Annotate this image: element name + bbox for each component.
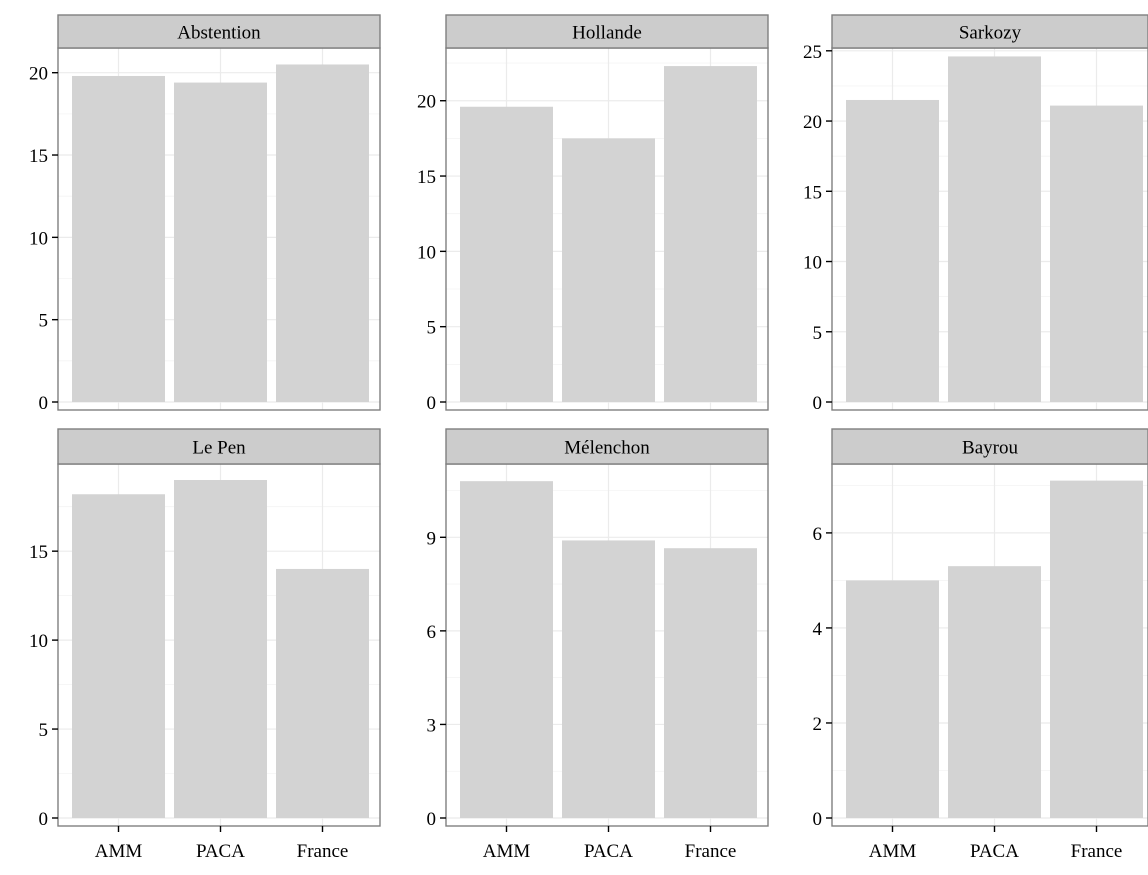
x-tick-label-paca: PACA <box>196 841 245 862</box>
x-tick-label-france: France <box>297 841 349 862</box>
bar-hollande-paca <box>562 138 655 402</box>
strip-background <box>57 14 381 49</box>
bar-abstention-paca <box>174 82 267 402</box>
y-tick-label: 10 <box>803 253 822 274</box>
bar-sarkozy-amm <box>846 99 939 402</box>
y-tick-label: 15 <box>29 146 48 167</box>
y-tick-label: 20 <box>803 112 822 133</box>
panel-abstention: Abstention 0 5 10 15 20 <box>29 14 381 414</box>
y-tick-label: 0 <box>427 809 437 830</box>
y-tick-label: 0 <box>39 809 49 830</box>
y-tick-label: 0 <box>813 809 823 830</box>
bar-le-pen-paca <box>174 480 267 818</box>
y-tick-label: 10 <box>29 631 48 652</box>
panel-title: Sarkozy <box>959 23 1022 44</box>
y-tick-label: 5 <box>813 323 823 344</box>
bar-sarkozy-paca <box>948 56 1041 403</box>
bar-hollande-amm <box>460 106 553 403</box>
y-tick-label: 6 <box>427 622 437 643</box>
y-tick-label: 5 <box>39 311 49 332</box>
y-tick-label: 20 <box>417 92 436 113</box>
y-tick-label: 15 <box>803 182 822 203</box>
y-tick-label: 0 <box>39 393 49 414</box>
panel-title: Hollande <box>572 23 642 44</box>
bar-melenchon-paca <box>562 540 655 818</box>
x-tick-label-paca: PACA <box>970 841 1019 862</box>
y-tick-label: 25 <box>803 42 822 63</box>
bar-hollande-france <box>664 66 757 402</box>
strip-background <box>57 428 381 465</box>
y-tick-label: 6 <box>813 524 823 545</box>
bar-melenchon-amm <box>460 481 553 818</box>
y-tick-label: 10 <box>417 242 436 263</box>
panel-bayrou: Bayrou 0 2 4 6 AMM PACA France <box>813 428 1148 862</box>
y-tick-label: 5 <box>39 720 49 741</box>
y-tick-label: 3 <box>427 715 437 736</box>
x-tick-label-paca: PACA <box>584 841 633 862</box>
bar-abstention-france <box>276 64 369 402</box>
panel-title: Abstention <box>177 23 261 44</box>
strip-background <box>445 428 769 465</box>
y-tick-label: 15 <box>29 542 48 563</box>
bar-le-pen-france <box>276 568 369 818</box>
panel-hollande: Hollande 0 5 10 15 20 <box>417 14 769 414</box>
y-tick-label: 9 <box>427 528 437 549</box>
strip-background <box>831 428 1148 465</box>
strip-background <box>831 14 1148 49</box>
panel-sarkozy: Sarkozy 0 5 10 15 20 25 <box>803 14 1148 414</box>
bar-sarkozy-france <box>1050 105 1143 402</box>
bar-bayrou-france <box>1050 480 1143 818</box>
panel-melenchon: Mélenchon 0 3 6 9 AMM PACA France <box>427 428 769 862</box>
x-tick-label-france: France <box>1071 841 1123 862</box>
panel-title: Mélenchon <box>564 438 650 459</box>
bar-bayrou-amm <box>846 580 939 818</box>
y-tick-label: 0 <box>427 393 437 414</box>
strip-background <box>445 14 769 49</box>
y-tick-label: 4 <box>813 619 823 640</box>
bar-bayrou-paca <box>948 566 1041 818</box>
bar-melenchon-france <box>664 548 757 818</box>
y-tick-label: 0 <box>813 393 823 414</box>
y-tick-label: 15 <box>417 167 436 188</box>
y-tick-label: 5 <box>427 318 437 339</box>
bar-le-pen-amm <box>72 494 165 818</box>
y-tick-label: 2 <box>813 714 823 735</box>
panel-title: Bayrou <box>962 438 1018 459</box>
x-tick-label-amm: AMM <box>483 841 531 862</box>
x-tick-label-amm: AMM <box>869 841 917 862</box>
panel-title: Le Pen <box>192 438 246 459</box>
bar-abstention-amm <box>72 75 165 403</box>
x-tick-label-france: France <box>685 841 737 862</box>
x-tick-label-amm: AMM <box>95 841 143 862</box>
y-tick-label: 20 <box>29 64 48 85</box>
panel-le-pen: Le Pen 0 5 10 15 AMM PACA France <box>29 428 381 862</box>
y-tick-label: 10 <box>29 228 48 249</box>
